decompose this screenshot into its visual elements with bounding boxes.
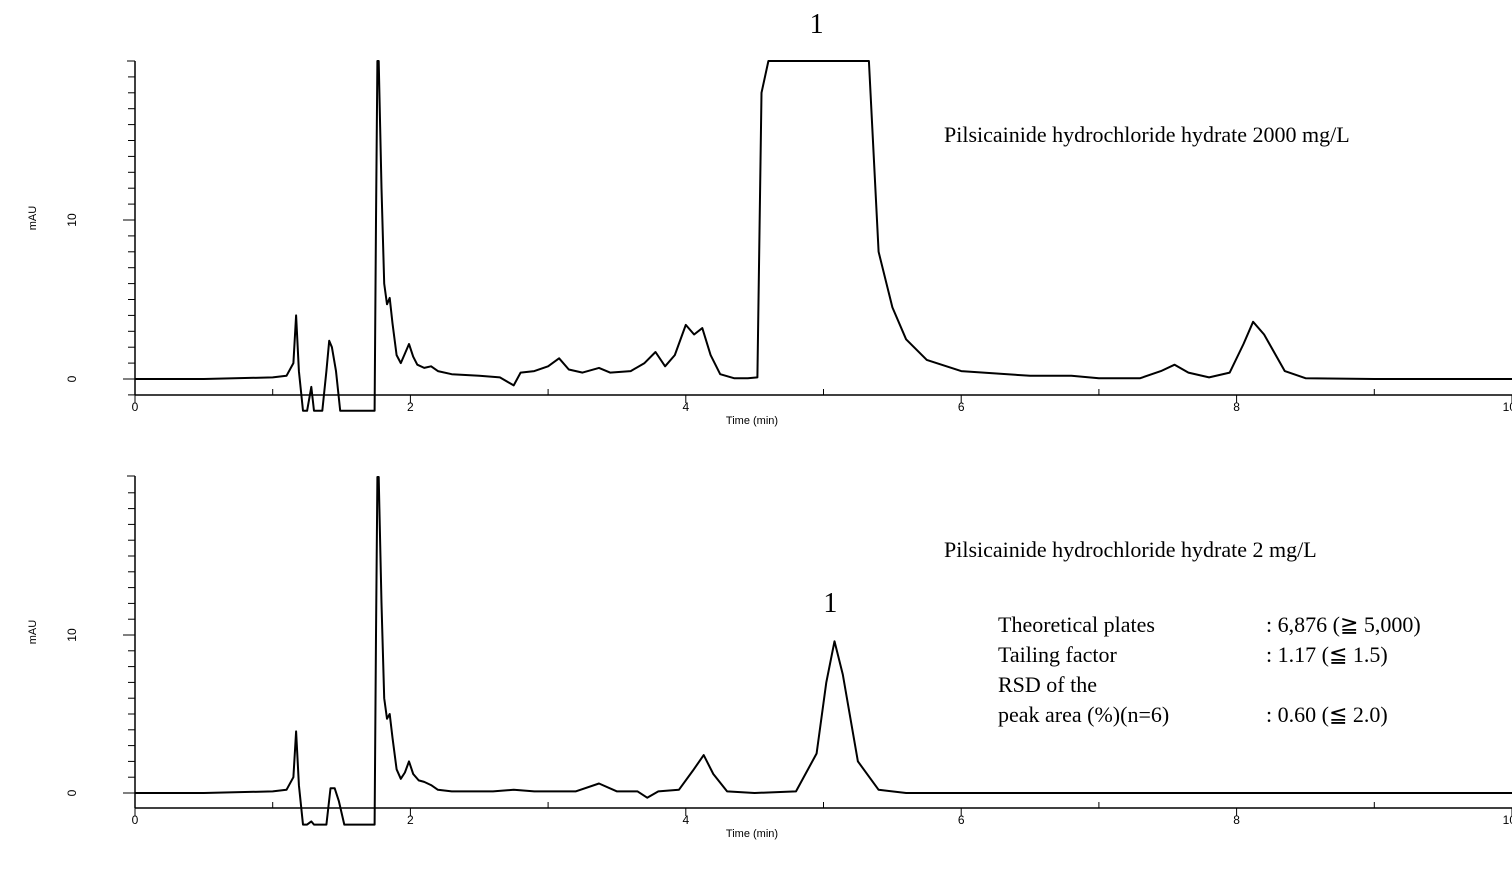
sample-annotation: Pilsicainide hydrochloride hydrate 2000 … [944,122,1350,147]
y-tick-label: 10 [65,628,79,642]
x-tick-label: 8 [1233,813,1240,827]
stat-value: : 1.17 (≦ 1.5) [1266,642,1388,667]
x-tick-label: 4 [682,813,689,827]
stat-label: Theoretical plates [998,612,1155,637]
x-tick-label: 10 [1503,400,1512,414]
chromatogram-top: 0 10 mAU 0 2 4 6 8 10 Time (min) Pilsicainide hydr… [27,9,1512,427]
stat-label: RSD of the [998,672,1097,697]
stat-value: : 0.60 (≦ 2.0) [1266,702,1388,727]
peak-label: 1 [823,588,837,619]
x-tick-label: 0 [132,400,139,414]
x-tick-label: 6 [958,400,965,414]
stat-label: peak area (%)(n=6) [998,702,1169,727]
y-axis-title: mAU [27,620,39,645]
x-tick-label: 8 [1233,400,1240,414]
x-tick-label: 2 [407,813,414,827]
x-tick-label: 0 [132,813,139,827]
y-axis-title: mAU [27,206,39,231]
stat-label: Tailing factor [998,642,1117,667]
x-tick-label: 6 [958,813,965,827]
x-tick-label: 2 [407,400,414,414]
chromatogram-bottom: 0 10 mAU 0 2 4 6 8 10 Time (min) Pilsicainide hydr… [27,475,1512,840]
peak-label: 1 [810,9,824,40]
chromatogram-trace [135,60,1512,412]
sample-annotation: Pilsicainide hydrochloride hydrate 2 mg/… [944,537,1317,562]
y-tick-label: 10 [65,213,79,227]
x-axis-title: Time (min) [726,415,778,427]
x-tick-label: 10 [1503,813,1512,827]
x-tick-label: 4 [682,400,689,414]
chromatogram-trace [135,476,1512,826]
x-axis-title: Time (min) [726,828,778,840]
y-tick-label: 0 [65,375,79,382]
stat-value: : 6,876 (≧ 5,000) [1266,612,1421,637]
y-tick-label: 0 [65,789,79,796]
